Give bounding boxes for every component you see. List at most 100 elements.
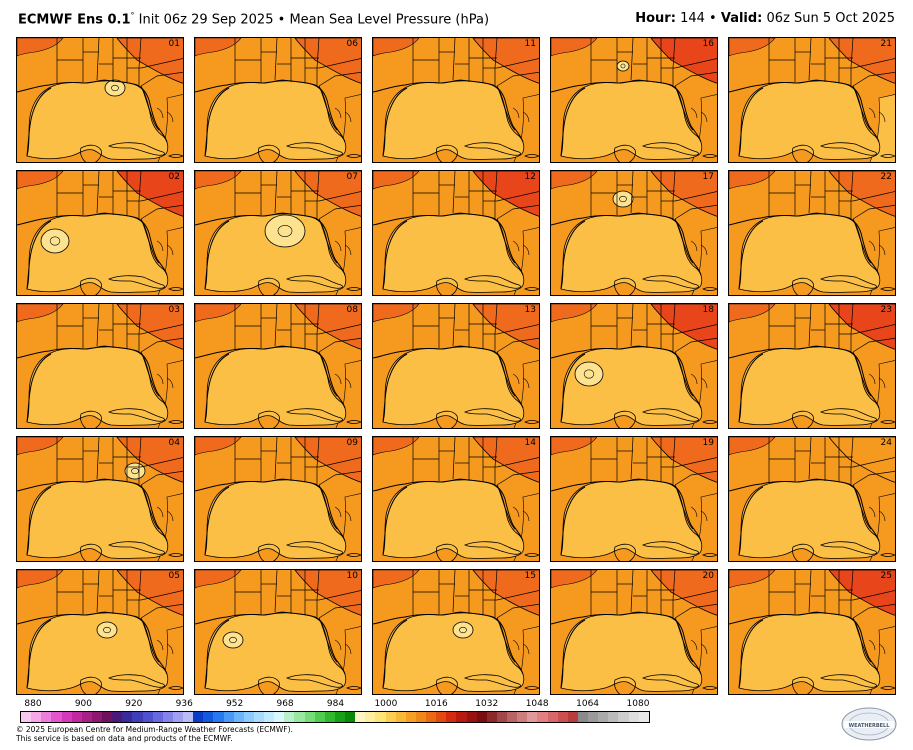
colorbar-tick-label: 900 <box>74 699 92 709</box>
colorbar-swatch <box>102 712 113 722</box>
pressure-map <box>195 570 361 694</box>
ensemble-member-panel: 05 <box>16 569 184 695</box>
colorbar-swatch <box>577 712 588 722</box>
colorbar-swatch <box>345 712 356 722</box>
valid-time-info: Hour: 144 • Valid: 06z Sun 5 Oct 2025 <box>635 11 895 26</box>
colorbar-swatch <box>446 712 457 722</box>
low-pressure-area <box>612 190 634 208</box>
low-pressure-area <box>222 631 244 649</box>
colorbar-tick-label: 1048 <box>525 699 549 709</box>
pressure-map <box>551 570 717 694</box>
member-number-label: 06 <box>346 39 358 49</box>
colorbar-swatch <box>274 712 285 722</box>
pressure-map <box>373 171 539 295</box>
ensemble-member-panel: 10 <box>194 569 362 695</box>
colorbar-swatch <box>466 712 477 722</box>
colorbar-swatch <box>304 712 315 722</box>
pressure-map <box>551 171 717 295</box>
colorbar-swatch <box>557 712 568 722</box>
low-pressure-area <box>104 79 126 97</box>
ensemble-member-panel: 22 <box>728 170 896 296</box>
colorbar-tick-label: 1016 <box>424 699 448 709</box>
pressure-map <box>17 38 183 162</box>
colorbar-tick-label: 1032 <box>475 699 499 709</box>
colorbar-swatch <box>21 712 32 722</box>
ensemble-member-panel: 11 <box>372 37 540 163</box>
colorbar-swatch <box>294 712 305 722</box>
field-name: Mean Sea Level Pressure (hPa) <box>289 12 490 28</box>
colorbar-swatch <box>476 712 487 722</box>
member-number-label: 13 <box>524 305 536 315</box>
colorbar-swatch <box>253 712 264 722</box>
pressure-map <box>729 570 895 694</box>
colorbar-swatch <box>132 712 143 722</box>
member-number-label: 11 <box>524 39 536 49</box>
colorbar-swatch <box>628 712 639 722</box>
colorbar-swatch <box>31 712 42 722</box>
low-pressure-area <box>96 621 118 639</box>
colorbar-tick-label: 920 <box>125 699 143 709</box>
pressure-map <box>373 570 539 694</box>
colorbar-swatch <box>395 712 406 722</box>
ensemble-panel-grid: 01 06 <box>16 37 896 695</box>
pressure-map <box>195 38 361 162</box>
ensemble-member-panel: 04 <box>16 436 184 562</box>
colorbar-swatch <box>162 712 173 722</box>
member-number-label: 08 <box>346 305 358 315</box>
member-number-label: 01 <box>168 39 180 49</box>
ensemble-member-panel: 15 <box>372 569 540 695</box>
member-number-label: 09 <box>346 438 358 448</box>
colorbar-swatch <box>638 712 649 722</box>
ensemble-member-panel: 21 <box>728 37 896 163</box>
ensemble-member-panel: 18 <box>550 303 718 429</box>
colorbar-swatch <box>415 712 426 722</box>
pressure-map <box>17 304 183 428</box>
colorbar-swatch <box>436 712 447 722</box>
pressure-map <box>551 437 717 561</box>
pressure-map <box>17 570 183 694</box>
colorbar-swatch <box>91 712 102 722</box>
colorbar-swatch <box>567 712 578 722</box>
colorbar-swatch <box>547 712 558 722</box>
pressure-map <box>17 171 183 295</box>
member-number-label: 12 <box>524 172 536 182</box>
hour-label: Hour: <box>635 11 676 26</box>
member-number-label: 14 <box>524 438 536 448</box>
member-number-label: 16 <box>702 39 714 49</box>
colorbar-swatch <box>507 712 518 722</box>
colorbar-swatch <box>233 712 244 722</box>
colorbar-swatch <box>385 712 396 722</box>
colorbar-swatch <box>355 712 366 722</box>
pressure-map <box>17 437 183 561</box>
pressure-map <box>373 304 539 428</box>
colorbar-tick-label: 1064 <box>576 699 600 709</box>
member-number-label: 03 <box>168 305 180 315</box>
member-number-label: 19 <box>702 438 714 448</box>
pressure-map <box>195 171 361 295</box>
low-pressure-area <box>124 462 146 480</box>
ensemble-member-panel: 01 <box>16 37 184 163</box>
colorbar-swatch <box>588 712 599 722</box>
low-pressure-area <box>264 214 306 248</box>
valid-value: 06z Sun 5 Oct 2025 <box>766 11 895 26</box>
member-number-label: 20 <box>702 571 714 581</box>
colorbar-swatch <box>41 712 52 722</box>
member-number-label: 04 <box>168 438 180 448</box>
colorbar-swatch <box>456 712 467 722</box>
header: ECMWF Ens 0.1° Init 06z 29 Sep 2025 • Me… <box>0 0 913 32</box>
colorbar-swatch <box>71 712 82 722</box>
model-name: ECMWF Ens 0.1 <box>18 12 131 28</box>
low-pressure-area <box>574 361 604 387</box>
colorbar-swatch <box>334 712 345 722</box>
colorbar-tick-label: 952 <box>226 699 244 709</box>
pressure-map <box>195 437 361 561</box>
member-number-label: 18 <box>702 305 714 315</box>
member-number-label: 24 <box>880 438 892 448</box>
colorbar-swatch <box>598 712 609 722</box>
colorbar-tick-label: 936 <box>175 699 193 709</box>
pressure-map <box>729 304 895 428</box>
member-number-label: 10 <box>346 571 358 581</box>
colorbar-tick-label: 984 <box>326 699 345 709</box>
ensemble-member-panel: 17 <box>550 170 718 296</box>
colorbar-swatch <box>405 712 416 722</box>
